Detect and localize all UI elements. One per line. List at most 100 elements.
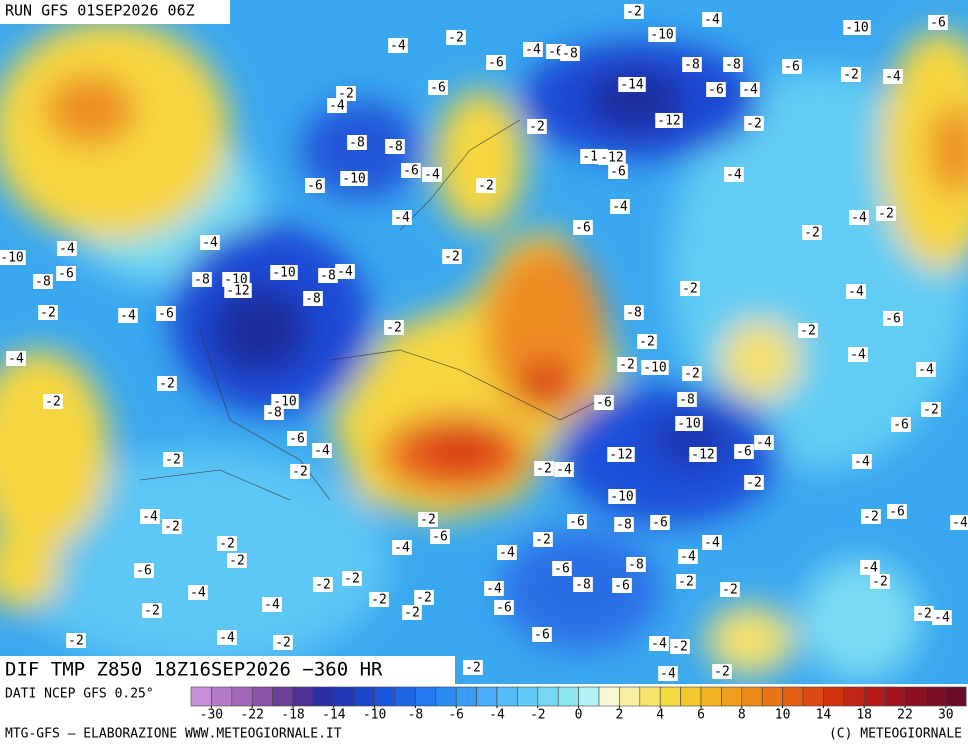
contour-label: -6: [596, 396, 612, 411]
contour-label: -4: [862, 561, 878, 576]
colorbar-box: [680, 686, 702, 707]
contour-label-box: [870, 574, 890, 589]
contour-label-box: [891, 417, 911, 432]
contour-label-box: [335, 264, 355, 279]
contour-label-box: [140, 509, 160, 524]
contour-label-box: [594, 395, 614, 410]
colorbar-box: [904, 686, 926, 707]
contour-label-box: [734, 444, 754, 459]
contour-label: -4: [651, 637, 667, 652]
contour-label-box: [676, 574, 696, 589]
contour-label-box: [428, 80, 448, 95]
colorbar-box: [292, 686, 314, 707]
contour-label-box: [754, 435, 774, 450]
contour-label: -2: [371, 593, 387, 608]
contour-label-box: [533, 532, 553, 547]
contour-label: -2: [878, 207, 894, 222]
contour-label-box: [608, 164, 628, 179]
contour-label: -2: [684, 367, 700, 382]
contour-label: -2: [40, 306, 56, 321]
contour-label: -2: [420, 513, 436, 528]
contour-label-box: [290, 464, 310, 479]
colorbar-tick-label: 30: [938, 708, 954, 723]
contour-label: -10: [650, 28, 673, 43]
contour-label-box: [312, 443, 332, 458]
contour-label: -2: [416, 591, 432, 606]
contour-label: -6: [575, 221, 591, 236]
contour-label-box: [422, 167, 442, 182]
contour-label-box: [318, 268, 338, 283]
colorbar-box: [598, 686, 620, 707]
contour-label-box: [552, 561, 572, 576]
contour-label: -2: [315, 578, 331, 593]
contour-label: -2: [626, 5, 642, 20]
contour-label-box: [843, 20, 871, 35]
contour-label: -8: [349, 136, 365, 151]
contour-label-box: [876, 206, 896, 221]
contour-label: -4: [190, 586, 206, 601]
contour-label-box: [617, 357, 637, 372]
contour-label-box: [463, 660, 483, 675]
colorbar-box: [578, 686, 600, 707]
contour-label-box: [618, 77, 646, 92]
contour-label: -8: [320, 269, 336, 284]
contour-label: -4: [952, 516, 968, 531]
contour-label-box: [720, 582, 740, 597]
colorbar-box: [251, 686, 273, 707]
contour-label: -2: [529, 120, 545, 135]
contour-label-box: [494, 600, 514, 615]
colorbar-box: [374, 686, 396, 707]
contour-label-box: [932, 610, 952, 625]
contour-label-box: [384, 320, 404, 335]
contour-label: -8: [35, 275, 51, 290]
contour-label-box: [392, 210, 412, 225]
contour-label: -4: [556, 463, 572, 478]
contour-label: -8: [684, 58, 700, 73]
contour-label: -12: [657, 114, 680, 129]
contour-label: -2: [465, 661, 481, 676]
colorbar-box: [415, 686, 437, 707]
contour-label: -4: [854, 455, 870, 470]
contour-label: -4: [918, 363, 934, 378]
contour-label: -2: [916, 607, 932, 622]
contour-label: -2: [68, 634, 84, 649]
contour-label: -8: [626, 306, 642, 321]
contour-label-box: [682, 57, 702, 72]
contour-label: -8: [194, 273, 210, 288]
contour-label: -2: [863, 510, 879, 525]
contour-label-box: [134, 563, 154, 578]
contour-label-box: [217, 536, 237, 551]
contour-label-box: [841, 67, 861, 82]
contour-label: -2: [478, 179, 494, 194]
contour-label: -4: [848, 285, 864, 300]
contour-label-box: [648, 27, 676, 42]
contour-label-box: [38, 305, 58, 320]
contour-label: -4: [486, 582, 502, 597]
contour-label-box: [744, 475, 764, 490]
contour-label: -4: [756, 436, 772, 451]
contour-label-box: [860, 560, 880, 575]
contour-label: -4: [680, 550, 696, 565]
contour-label: -14: [620, 78, 644, 93]
map-field: [0, 0, 968, 684]
contour-label-box: [598, 150, 626, 165]
contour-label-box: [388, 38, 408, 53]
contour-label: -4: [742, 83, 758, 98]
contour-label-box: [163, 452, 183, 467]
contour-label: -2: [386, 321, 402, 336]
contour-label: -2: [536, 462, 552, 477]
colorbar-box: [496, 686, 518, 707]
contour-label-box: [861, 509, 881, 524]
contour-label-box: [313, 577, 333, 592]
contour-label: -4: [8, 352, 24, 367]
contour-label-box: [327, 98, 347, 113]
contour-label-box: [188, 585, 208, 600]
contour-label-box: [650, 515, 670, 530]
contour-label-box: [33, 274, 53, 289]
colorbar-box: [517, 686, 539, 707]
contour-label-box: [200, 235, 220, 250]
contour-label: -4: [934, 611, 950, 626]
contour-label-box: [476, 178, 496, 193]
colorbar-box: [823, 686, 845, 707]
contour-label-box: [682, 366, 702, 381]
